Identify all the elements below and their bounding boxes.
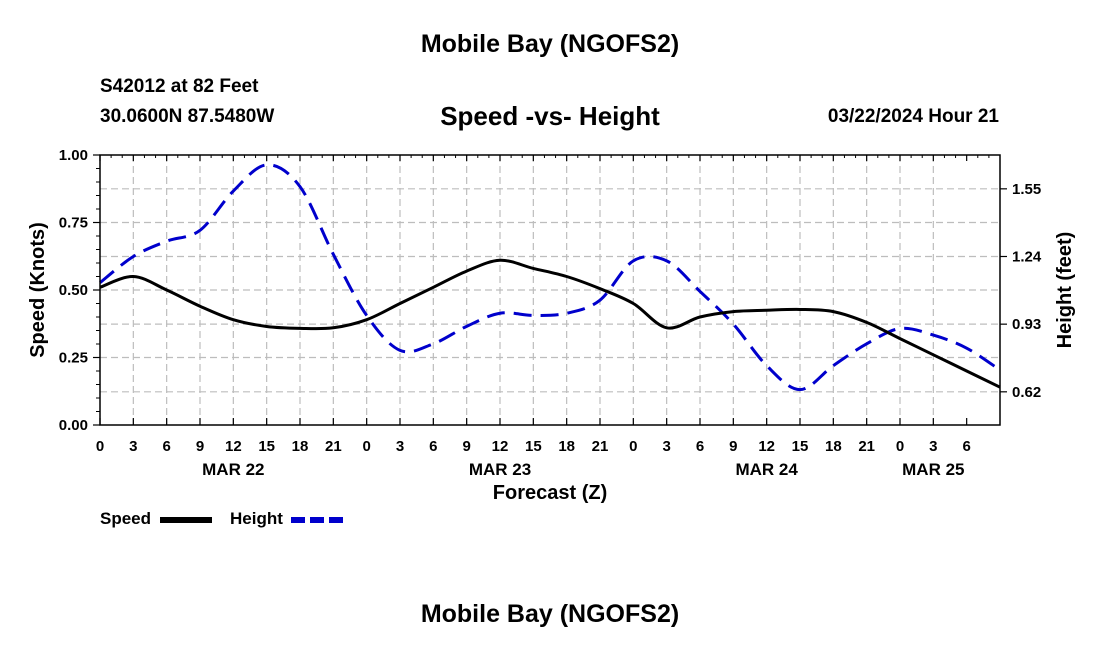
y-axis-title-right: Height (feet)	[1054, 232, 1076, 349]
x-tick-label: 6	[162, 438, 170, 455]
height-line	[99, 163, 1001, 392]
x-tick-label: 21	[592, 438, 609, 455]
x-tick-label: 6	[962, 438, 970, 455]
x-tick-label: 3	[396, 438, 404, 455]
height-series	[99, 163, 1001, 392]
y-tick-label-right: 0.62	[1012, 384, 1041, 401]
x-tick-label: 12	[492, 438, 509, 455]
station-coordinates: 30.0600N 87.5480W	[100, 106, 275, 127]
legend-height-swatch	[291, 517, 343, 523]
chart-grid	[100, 155, 1000, 425]
x-tick-label: 0	[629, 438, 637, 455]
x-tick-label: 12	[758, 438, 775, 455]
x-tick-label: 15	[792, 438, 809, 455]
date-label: MAR 23	[469, 460, 531, 479]
x-tick-label: 21	[325, 438, 342, 455]
x-tick-label: 18	[825, 438, 842, 455]
speed-line	[99, 258, 1001, 389]
x-tick-label: 3	[929, 438, 937, 455]
axis-labels: 0 3 6 9 12 15 18 21 0 3 6 9 12 15 18 21 0 3 6 9 12 15 18 21 0 3 6 0…	[27, 147, 1076, 479]
y-tick-label-right: 0.93	[1012, 316, 1041, 333]
chart-subtitle: Speed -vs- Height	[440, 101, 660, 131]
x-axis-title: Forecast (Z)	[492, 482, 608, 504]
x-tick-label: 18	[292, 438, 309, 455]
y-tick-label-left: 1.00	[59, 147, 88, 164]
x-tick-label: 0	[362, 438, 370, 455]
x-tick-label: 3	[129, 438, 137, 455]
y-tick-label-left: 0.50	[59, 282, 88, 299]
x-tick-label: 3	[662, 438, 670, 455]
x-tick-label: 15	[258, 438, 275, 455]
footer-title: Mobile Bay (NGOFS2)	[420, 600, 680, 628]
axis-ticks	[93, 154, 1007, 426]
legend-speed-label: Speed	[100, 509, 152, 528]
speed-series	[99, 258, 1001, 389]
date-label: MAR 24	[735, 460, 798, 479]
forecast-datetime: 03/22/2024 Hour 21	[827, 106, 999, 127]
y-axis-title-left: Speed (Knots)	[27, 222, 49, 358]
station-label: S42012 at 82 Feet	[100, 76, 259, 97]
x-tick-label: 9	[462, 438, 470, 455]
x-tick-label: 6	[696, 438, 704, 455]
legend-speed-swatch	[160, 517, 212, 523]
x-tick-label: 12	[225, 438, 242, 455]
x-tick-label: 9	[729, 438, 737, 455]
date-label: MAR 22	[202, 460, 264, 479]
legend-height-label: Height	[230, 509, 283, 528]
y-tick-label-left: 0.75	[59, 215, 88, 232]
x-tick-label: 18	[558, 438, 575, 455]
y-tick-label-left: 0.25	[59, 350, 88, 367]
x-tick-label: 0	[896, 438, 904, 455]
date-label: MAR 25	[902, 460, 964, 479]
chart-title: Mobile Bay (NGOFS2)	[420, 30, 680, 58]
y-tick-label-right: 1.55	[1012, 181, 1041, 198]
y-tick-label-right: 1.24	[1012, 248, 1042, 265]
x-tick-label: 0	[96, 438, 104, 455]
x-tick-label: 21	[858, 438, 875, 455]
x-tick-label: 9	[196, 438, 204, 455]
x-tick-label: 6	[429, 438, 437, 455]
y-tick-label-left: 0.00	[59, 417, 88, 434]
x-tick-label: 15	[525, 438, 542, 455]
